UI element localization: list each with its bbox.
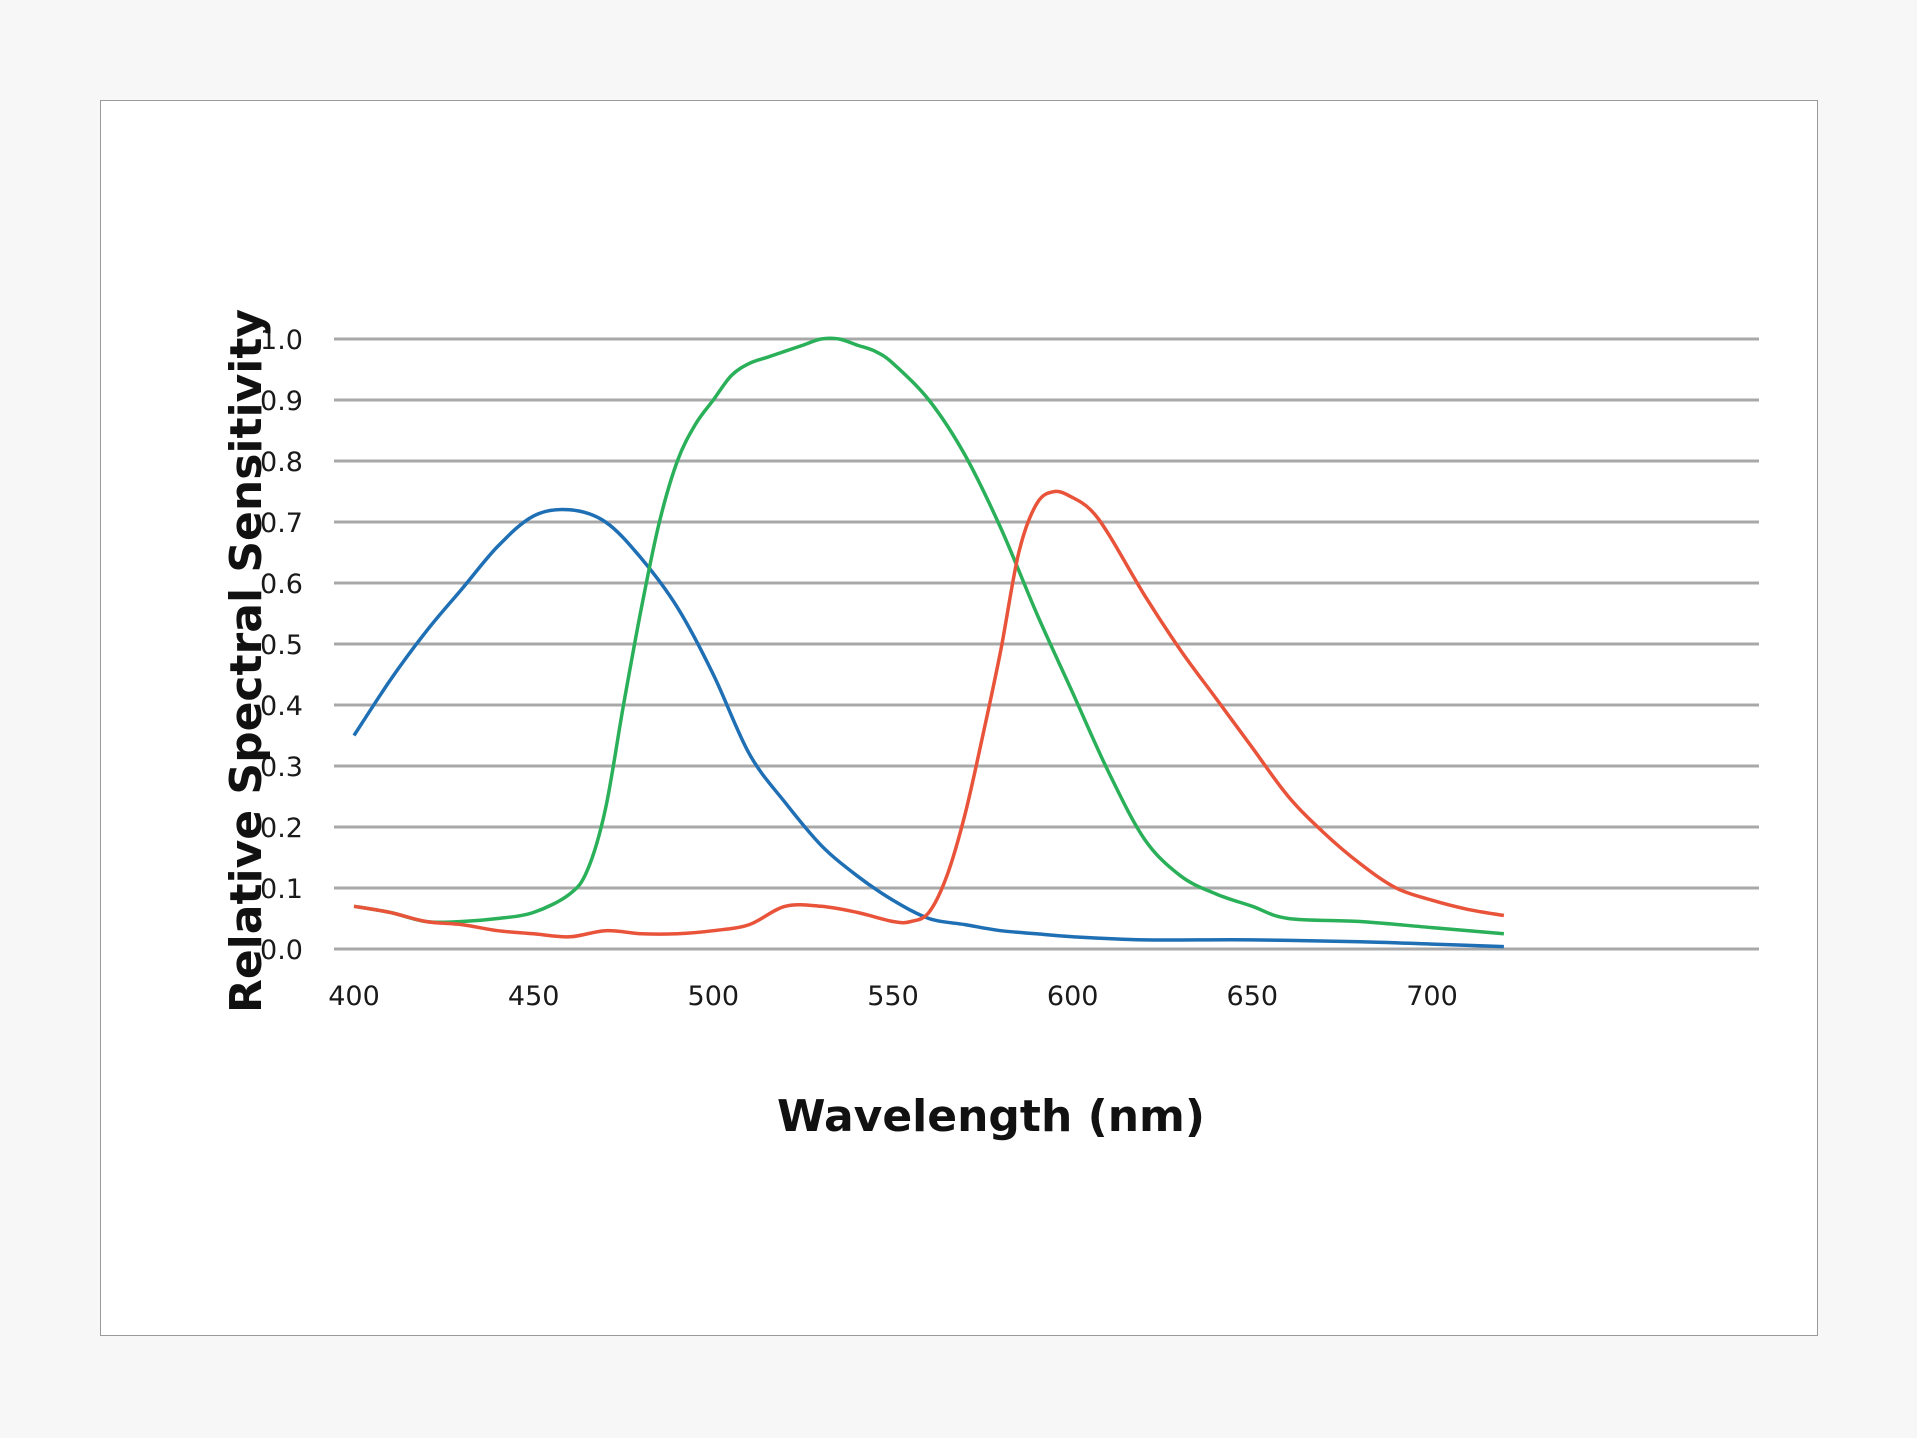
- x-tick-label: 650: [1227, 981, 1279, 1012]
- series-line-blue: [352, 507, 1504, 949]
- series-line-red: [353, 489, 1505, 939]
- y-tick-label: 0.6: [260, 569, 303, 600]
- y-tick-label: 0.4: [260, 691, 303, 722]
- y-tick-label: 0.2: [260, 813, 303, 844]
- gridlines: [334, 337, 1759, 951]
- chart-svg: 0.0 0.1 0.2 0.3 0.4 0.5 0.6 0.7 0.8 0.9 1.0 400 450…: [221, 309, 1759, 1142]
- x-axis-title: Wavelength (nm): [777, 1091, 1205, 1142]
- x-tick-labels: 400 450 500 550 600 650 700: [328, 981, 1458, 1012]
- x-tick-label: 400: [328, 981, 380, 1012]
- y-tick-label: 0.5: [260, 630, 303, 661]
- y-tick-label: 0.1: [260, 874, 303, 905]
- y-tick-labels: 0.0 0.1 0.2 0.3 0.4 0.5 0.6 0.7 0.8 0.9 1.0: [260, 325, 303, 966]
- x-tick-label: 600: [1047, 981, 1099, 1012]
- y-axis-title: Relative Spectral Sensitivity: [221, 309, 272, 1013]
- x-tick-label: 450: [508, 981, 560, 1012]
- y-tick-label: 0.3: [260, 752, 303, 783]
- series-line-green: [353, 336, 1505, 936]
- chart-frame: 0.0 0.1 0.2 0.3 0.4 0.5 0.6 0.7 0.8 0.9 1.0 400 450…: [100, 100, 1818, 1336]
- series-lines: [352, 336, 1505, 949]
- x-tick-label: 550: [867, 981, 919, 1012]
- y-tick-label: 0.7: [260, 508, 303, 539]
- y-tick-label: 0.0: [260, 935, 303, 966]
- y-tick-label: 1.0: [260, 325, 303, 356]
- y-tick-label: 0.9: [260, 386, 303, 417]
- y-tick-label: 0.8: [260, 447, 303, 478]
- x-tick-label: 500: [688, 981, 740, 1012]
- x-tick-label: 700: [1406, 981, 1458, 1012]
